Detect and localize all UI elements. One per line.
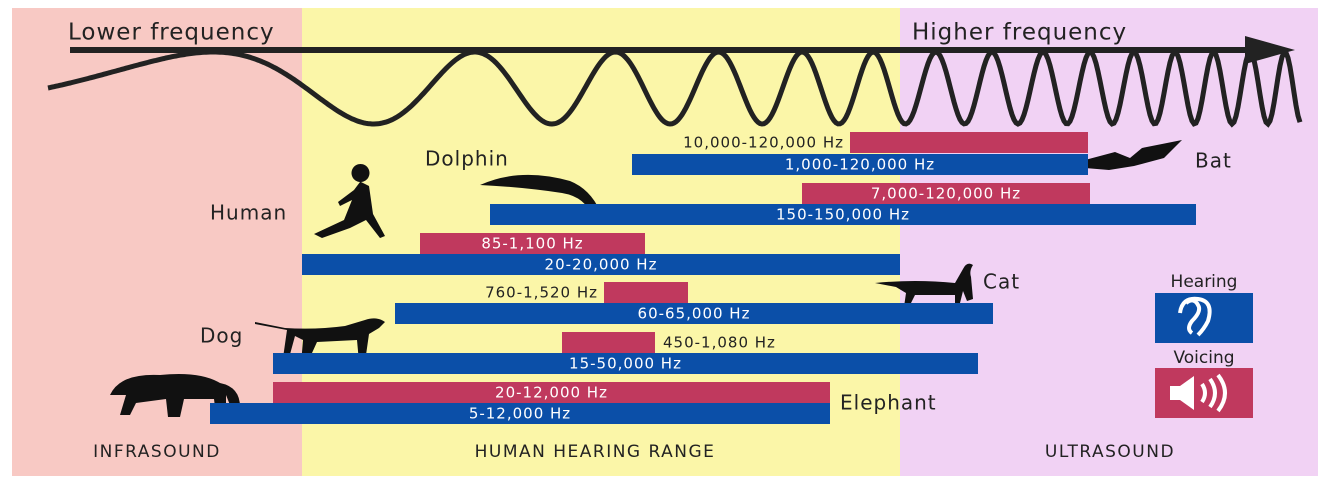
hearing-label: 60-65,000 Hz <box>638 305 751 323</box>
animal-name: Dog <box>200 324 243 348</box>
voicing-label: 760-1,520 Hz <box>485 284 598 302</box>
animal-name: Human <box>210 201 287 225</box>
voicing-label: 7,000-120,000 Hz <box>871 185 1021 203</box>
animal-name: Elephant <box>840 391 937 415</box>
legend-hearing: Hearing <box>1171 272 1238 292</box>
voicing-label: 20-12,000 Hz <box>495 384 608 402</box>
animal-name: Dolphin <box>425 147 509 171</box>
hearing-label: 15-50,000 Hz <box>569 355 682 373</box>
animal-name: Bat <box>1195 149 1232 173</box>
zone-label: HUMAN HEARING RANGE <box>475 442 716 462</box>
voicing-label: 10,000-120,000 Hz <box>683 134 844 152</box>
hearing-label: 5-12,000 Hz <box>469 405 571 423</box>
voicing-bar <box>562 332 655 353</box>
infographic: Lower frequency Higher frequency Hearing… <box>0 0 1320 478</box>
lower-frequency: Lower frequency <box>68 20 275 46</box>
hearing-label: 150-150,000 Hz <box>776 206 910 224</box>
higher-frequency: Higher frequency <box>912 20 1127 46</box>
zone-label: ULTRASOUND <box>1045 442 1175 462</box>
animal-name: Cat <box>983 270 1020 294</box>
zone-label: INFRASOUND <box>93 442 221 462</box>
voicing-bar <box>850 132 1088 153</box>
voicing-label: 450-1,080 Hz <box>663 334 776 352</box>
hearing-label: 1,000-120,000 Hz <box>785 156 935 174</box>
legend-voicing: Voicing <box>1173 348 1234 368</box>
voicing-bar <box>604 282 688 303</box>
hearing-label: 20-20,000 Hz <box>545 256 658 274</box>
voicing-label: 85-1,100 Hz <box>481 235 583 253</box>
